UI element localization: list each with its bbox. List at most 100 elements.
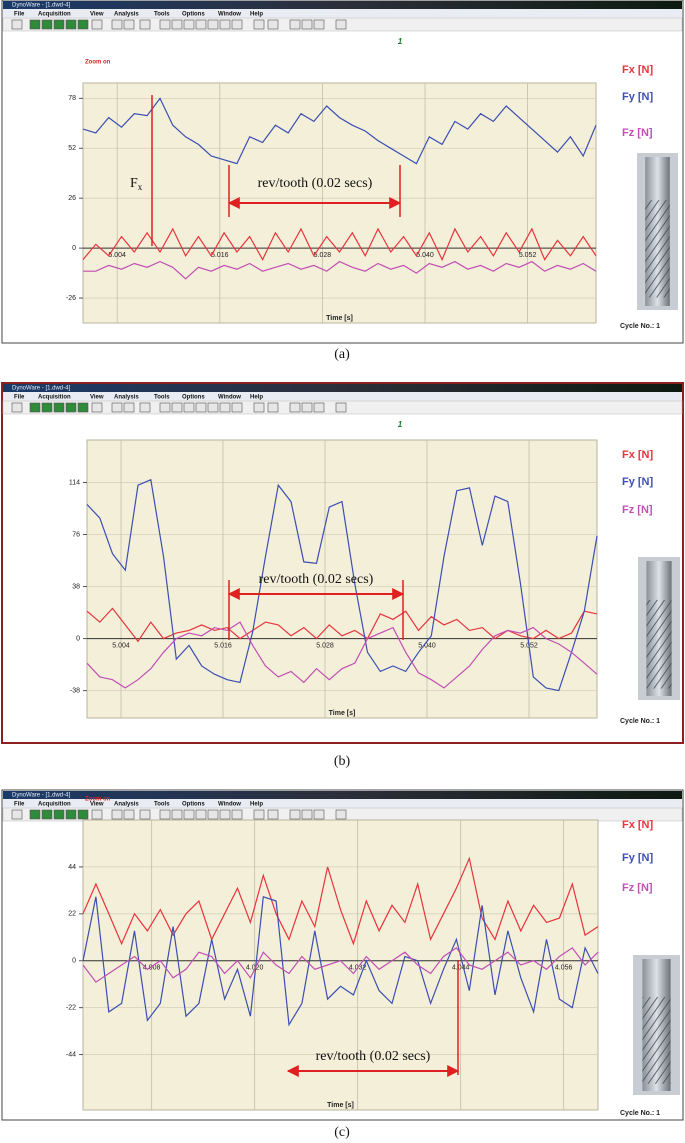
toolbar-button[interactable] bbox=[195, 809, 207, 820]
toolbar-button[interactable] bbox=[123, 19, 135, 30]
toolbar-button[interactable] bbox=[41, 809, 53, 820]
cycle-number: Cycle No.: 1 bbox=[620, 1110, 660, 1117]
toolbar-button[interactable] bbox=[183, 19, 195, 30]
toolbar-button[interactable] bbox=[91, 402, 103, 413]
toolbar-button[interactable] bbox=[207, 19, 219, 30]
toolbar-button[interactable] bbox=[195, 19, 207, 30]
toolbar-button[interactable] bbox=[219, 809, 231, 820]
toolbar-button[interactable] bbox=[335, 809, 347, 820]
toolbar-button[interactable] bbox=[111, 19, 123, 30]
toolbar-button[interactable] bbox=[123, 809, 135, 820]
menu-item[interactable]: Analysis bbox=[114, 12, 139, 18]
menu-item[interactable]: View bbox=[90, 12, 104, 18]
menu-item[interactable]: Window bbox=[218, 12, 241, 18]
toolbar-button[interactable] bbox=[253, 809, 265, 820]
toolbar-button[interactable] bbox=[207, 402, 219, 413]
toolbar-button[interactable] bbox=[53, 809, 65, 820]
toolbar-button[interactable] bbox=[195, 402, 207, 413]
toolbar-button[interactable] bbox=[335, 402, 347, 413]
menu-item[interactable]: Tools bbox=[154, 395, 170, 401]
menu-item[interactable]: Acquisition bbox=[38, 12, 71, 18]
plot-background bbox=[82, 819, 599, 1111]
toolbar-button[interactable] bbox=[219, 19, 231, 30]
toolbar-button[interactable] bbox=[91, 19, 103, 30]
toolbar-button[interactable] bbox=[267, 402, 279, 413]
toolbar-button[interactable] bbox=[267, 19, 279, 30]
toolbar-button[interactable] bbox=[301, 19, 313, 30]
menu-item[interactable]: Tools bbox=[154, 802, 170, 808]
toolbar-button[interactable] bbox=[159, 402, 171, 413]
title-bar bbox=[3, 1, 682, 9]
menu-item[interactable]: Acquisition bbox=[38, 802, 71, 808]
toolbar-button[interactable] bbox=[65, 19, 77, 30]
menu-item[interactable]: Acquisition bbox=[38, 395, 71, 401]
toolbar-button[interactable] bbox=[289, 19, 301, 30]
toolbar-button[interactable] bbox=[65, 402, 77, 413]
toolbar-button[interactable] bbox=[139, 402, 151, 413]
toolbar-button[interactable] bbox=[11, 809, 23, 820]
toolbar-button[interactable] bbox=[207, 809, 219, 820]
menu-item[interactable]: File bbox=[14, 395, 25, 401]
toolbar-button[interactable] bbox=[53, 19, 65, 30]
toolbar-button[interactable] bbox=[171, 809, 183, 820]
toolbar-button[interactable] bbox=[219, 402, 231, 413]
toolbar-button[interactable] bbox=[313, 809, 325, 820]
toolbar-button[interactable] bbox=[91, 809, 103, 820]
toolbar-button[interactable] bbox=[159, 809, 171, 820]
toolbar-button[interactable] bbox=[171, 402, 183, 413]
menu-item[interactable]: Help bbox=[250, 12, 263, 18]
menu-bar bbox=[3, 392, 682, 401]
menu-item[interactable]: File bbox=[14, 12, 25, 18]
toolbar-button[interactable] bbox=[123, 402, 135, 413]
menu-item[interactable]: File bbox=[14, 802, 25, 808]
toolbar-button[interactable] bbox=[253, 402, 265, 413]
toolbar-button[interactable] bbox=[183, 809, 195, 820]
menu-item[interactable]: Analysis bbox=[114, 802, 139, 808]
toolbar-button[interactable] bbox=[53, 402, 65, 413]
toolbar-button[interactable] bbox=[231, 809, 243, 820]
menu-item[interactable]: Window bbox=[218, 395, 241, 401]
menu-item[interactable]: Window bbox=[218, 802, 241, 808]
menu-item[interactable]: Tools bbox=[154, 12, 170, 18]
menu-item[interactable]: Help bbox=[250, 395, 263, 401]
menu-item[interactable]: Options bbox=[182, 12, 205, 18]
title-bar bbox=[3, 384, 682, 392]
menu-item[interactable]: Analysis bbox=[114, 395, 139, 401]
toolbar-button[interactable] bbox=[159, 19, 171, 30]
toolbar-button[interactable] bbox=[29, 19, 41, 30]
toolbar-button[interactable] bbox=[335, 19, 347, 30]
menu-item[interactable]: Help bbox=[250, 802, 263, 808]
toolbar-button[interactable] bbox=[41, 19, 53, 30]
toolbar-button[interactable] bbox=[313, 402, 325, 413]
toolbar-button[interactable] bbox=[289, 402, 301, 413]
toolbar-button[interactable] bbox=[313, 19, 325, 30]
toolbar-button[interactable] bbox=[231, 19, 243, 30]
toolbar-button[interactable] bbox=[77, 19, 89, 30]
toolbar-button[interactable] bbox=[139, 809, 151, 820]
toolbar-button[interactable] bbox=[29, 402, 41, 413]
toolbar-button[interactable] bbox=[253, 19, 265, 30]
x-tick-label: 5.004 bbox=[108, 252, 126, 259]
menu-item[interactable]: Options bbox=[182, 395, 205, 401]
toolbar-button[interactable] bbox=[29, 809, 41, 820]
x-tick-label: 5.016 bbox=[214, 642, 232, 649]
toolbar-button[interactable] bbox=[65, 809, 77, 820]
toolbar-button[interactable] bbox=[139, 19, 151, 30]
toolbar-button[interactable] bbox=[231, 402, 243, 413]
toolbar-button[interactable] bbox=[41, 402, 53, 413]
toolbar-button[interactable] bbox=[111, 402, 123, 413]
toolbar-button[interactable] bbox=[77, 402, 89, 413]
toolbar-button[interactable] bbox=[11, 402, 23, 413]
toolbar-button[interactable] bbox=[11, 19, 23, 30]
toolbar-button[interactable] bbox=[301, 402, 313, 413]
menu-item[interactable]: Options bbox=[182, 802, 205, 808]
toolbar-button[interactable] bbox=[301, 809, 313, 820]
toolbar-button[interactable] bbox=[171, 19, 183, 30]
toolbar-button[interactable] bbox=[289, 809, 301, 820]
menu-item[interactable]: View bbox=[90, 802, 104, 808]
toolbar-button[interactable] bbox=[111, 809, 123, 820]
toolbar-button[interactable] bbox=[267, 809, 279, 820]
toolbar-button[interactable] bbox=[77, 809, 89, 820]
toolbar-button[interactable] bbox=[183, 402, 195, 413]
menu-item[interactable]: View bbox=[90, 395, 104, 401]
